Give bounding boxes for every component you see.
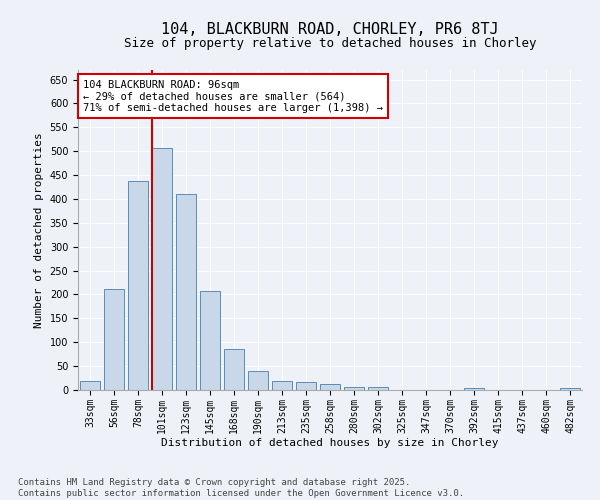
- Text: Size of property relative to detached houses in Chorley: Size of property relative to detached ho…: [124, 38, 536, 51]
- Bar: [248, 372, 268, 390]
- Bar: [272, 382, 292, 390]
- Bar: [128, 182, 148, 390]
- Bar: [296, 382, 316, 390]
- Bar: [224, 349, 244, 390]
- Text: Contains HM Land Registry data © Crown copyright and database right 2025.
Contai: Contains HM Land Registry data © Crown c…: [18, 478, 464, 498]
- X-axis label: Distribution of detached houses by size in Chorley: Distribution of detached houses by size …: [161, 438, 499, 448]
- Text: 104, BLACKBURN ROAD, CHORLEY, PR6 8TJ: 104, BLACKBURN ROAD, CHORLEY, PR6 8TJ: [161, 22, 499, 38]
- Bar: [368, 387, 388, 390]
- Bar: [344, 386, 364, 390]
- Bar: [560, 388, 580, 390]
- Y-axis label: Number of detached properties: Number of detached properties: [34, 132, 44, 328]
- Bar: [80, 382, 100, 390]
- Bar: [320, 384, 340, 390]
- Bar: [176, 194, 196, 390]
- Bar: [104, 288, 124, 390]
- Bar: [152, 148, 172, 390]
- Bar: [464, 388, 484, 390]
- Bar: [200, 291, 220, 390]
- Text: 104 BLACKBURN ROAD: 96sqm
← 29% of detached houses are smaller (564)
71% of semi: 104 BLACKBURN ROAD: 96sqm ← 29% of detac…: [83, 80, 383, 113]
